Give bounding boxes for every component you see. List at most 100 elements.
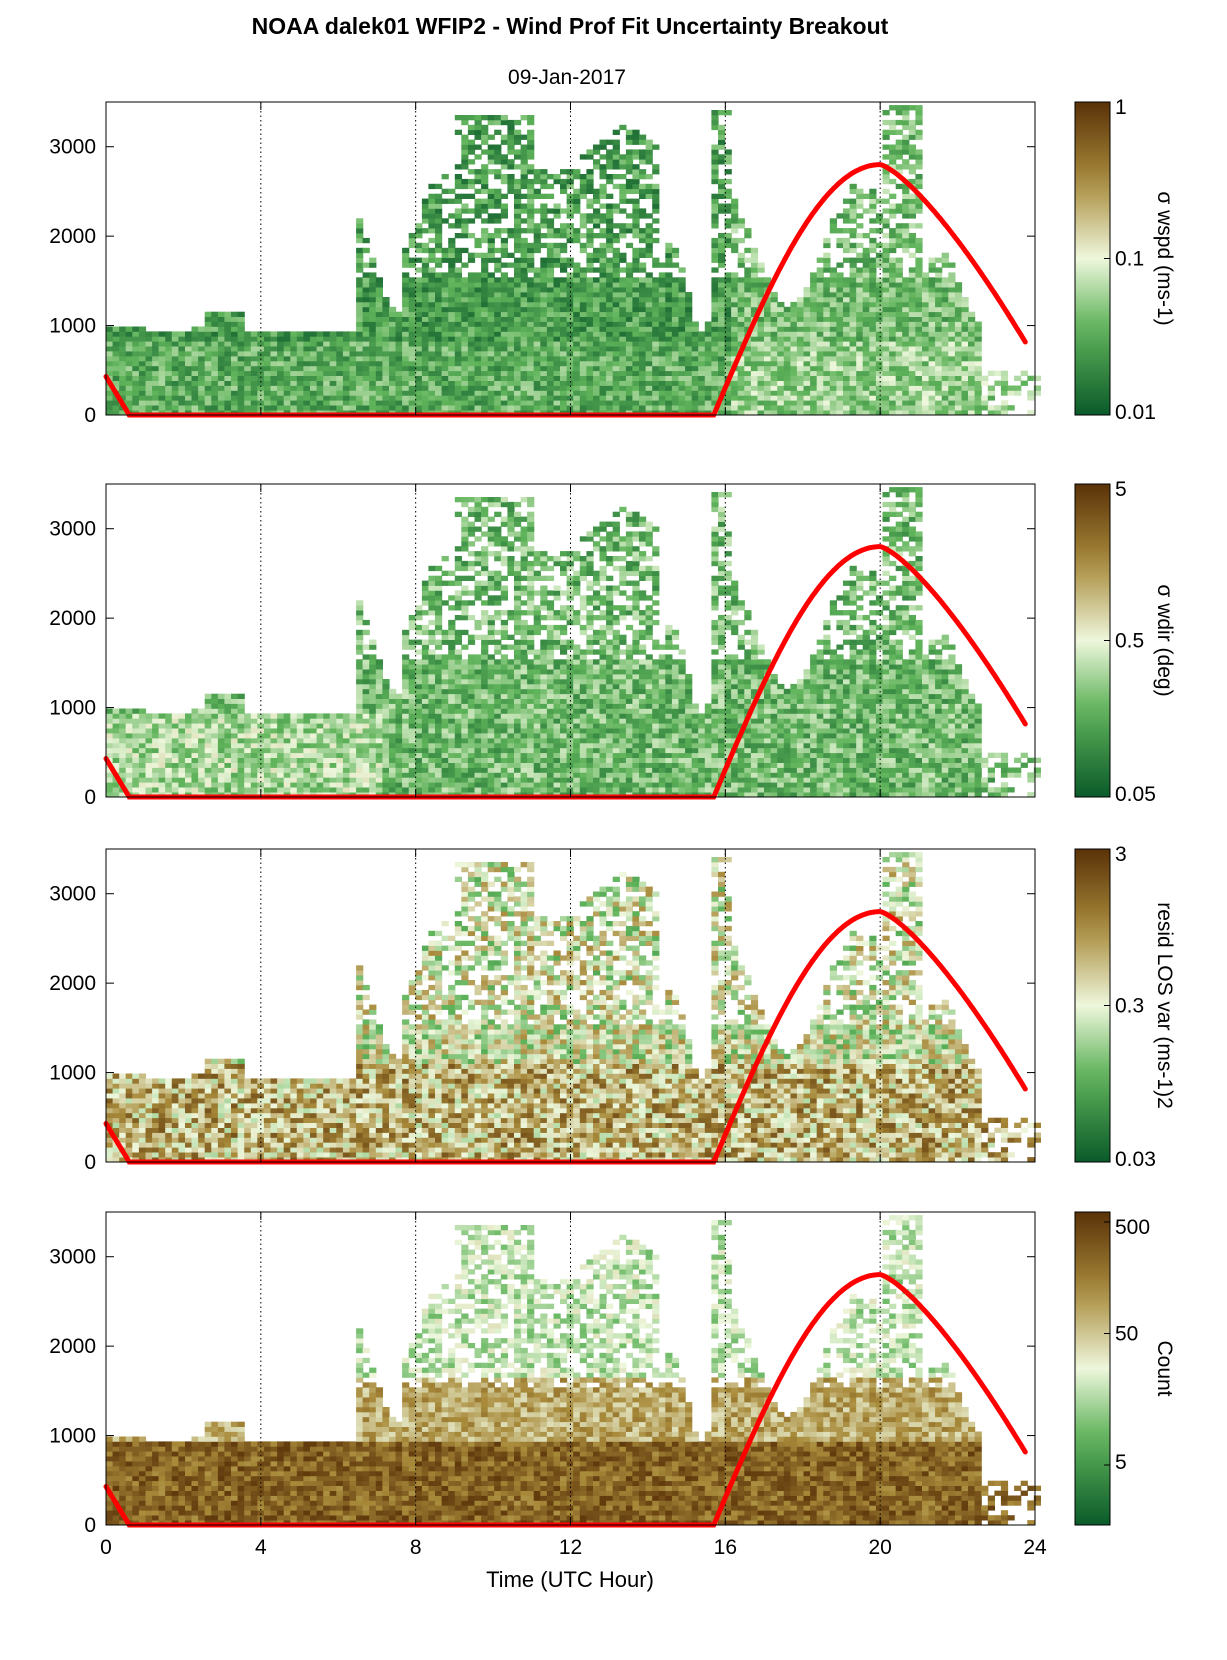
heatmap-cell (481, 228, 488, 233)
heatmap-cell (902, 307, 909, 312)
heatmap-cell (468, 327, 475, 332)
heatmap-cell (883, 297, 890, 302)
heatmap-cell (376, 292, 383, 297)
heatmap-cell (639, 395, 646, 400)
heatmap-cell (251, 772, 258, 777)
heatmap-cell (652, 356, 659, 361)
heatmap-cell (139, 718, 146, 723)
heatmap-cell (159, 763, 166, 768)
heatmap-cell (863, 307, 870, 312)
heatmap-cell (850, 277, 857, 282)
heatmap-cell (909, 390, 916, 395)
heatmap-cell (810, 371, 817, 376)
heatmap-cell (646, 386, 653, 391)
heatmap-cell (218, 763, 225, 768)
heatmap-cell (692, 381, 699, 386)
heatmap-cell (442, 248, 449, 253)
heatmap-cell (902, 322, 909, 327)
heatmap-cell (317, 336, 324, 341)
heatmap-cell (146, 782, 153, 787)
heatmap-cell (501, 331, 508, 336)
heatmap-cell (527, 292, 534, 297)
heatmap-cell (277, 386, 284, 391)
heatmap-cell (883, 327, 890, 332)
heatmap-cell (527, 386, 534, 391)
heatmap-cell (494, 346, 501, 351)
heatmap-cell (224, 728, 231, 733)
heatmap-cell (159, 743, 166, 748)
heatmap-cell (165, 743, 172, 748)
heatmap-cell (126, 753, 133, 758)
heatmap-cell (731, 327, 738, 332)
heatmap-cell (619, 253, 626, 258)
heatmap-cell (948, 361, 955, 366)
heatmap-cell (843, 243, 850, 248)
heatmap-cell (626, 366, 633, 371)
heatmap-cell (547, 174, 554, 179)
heatmap-cell (422, 351, 429, 356)
heatmap-cell (507, 381, 514, 386)
heatmap-cell (527, 115, 534, 120)
heatmap-cell (600, 400, 607, 405)
heatmap-cell (764, 361, 771, 366)
heatmap-cell (948, 297, 955, 302)
heatmap-cell (507, 297, 514, 302)
heatmap-cell (409, 233, 416, 238)
heatmap-cell (711, 213, 718, 218)
heatmap-cell (323, 386, 330, 391)
heatmap-cell (751, 282, 758, 287)
heatmap-cell (356, 282, 363, 287)
heatmap-cell (284, 341, 291, 346)
heatmap-cell (415, 395, 422, 400)
heatmap-cell (646, 282, 653, 287)
heatmap-cell (619, 287, 626, 292)
heatmap-cell (856, 400, 863, 405)
heatmap-cell (475, 331, 482, 336)
heatmap-cell (731, 390, 738, 395)
heatmap-cell (902, 125, 909, 130)
heatmap-cell (514, 287, 521, 292)
heatmap-cell (679, 405, 686, 410)
heatmap-cell (317, 728, 324, 733)
heatmap-cell (810, 317, 817, 322)
heatmap-cell (922, 395, 929, 400)
heatmap-cell (830, 277, 837, 282)
heatmap-cell (507, 135, 514, 140)
heatmap-cell (692, 341, 699, 346)
heatmap-cell (738, 390, 745, 395)
heatmap-cell (501, 341, 508, 346)
heatmap-cell (146, 390, 153, 395)
heatmap-cell (330, 395, 337, 400)
heatmap-cell (475, 145, 482, 150)
heatmap-cell (277, 341, 284, 346)
heatmap-cell (968, 386, 975, 391)
heatmap-cell (600, 366, 607, 371)
heatmap-cell (909, 223, 916, 228)
heatmap-cell (422, 376, 429, 381)
heatmap-cell (475, 179, 482, 184)
heatmap-cell (685, 312, 692, 317)
heatmap-cell (251, 361, 258, 366)
heatmap-cell (521, 366, 528, 371)
heatmap-cell (955, 351, 962, 356)
heatmap-cell (494, 322, 501, 327)
heatmap-cell (303, 723, 310, 728)
heatmap-cell (297, 381, 304, 386)
heatmap-cell (481, 390, 488, 395)
heatmap-cell (573, 292, 580, 297)
heatmap-cell (494, 115, 501, 120)
heatmap-cell (132, 361, 139, 366)
heatmap-cell (159, 777, 166, 782)
heatmap-cell (369, 405, 376, 410)
heatmap-cell (889, 258, 896, 263)
heatmap-cell (369, 277, 376, 282)
heatmap-cell (152, 738, 159, 743)
heatmap-cell (402, 381, 409, 386)
heatmap-cell (356, 361, 363, 366)
heatmap-cell (711, 115, 718, 120)
heatmap-cell (448, 189, 455, 194)
heatmap-cell (211, 312, 218, 317)
heatmap-cell (685, 297, 692, 302)
heatmap-cell (409, 322, 416, 327)
